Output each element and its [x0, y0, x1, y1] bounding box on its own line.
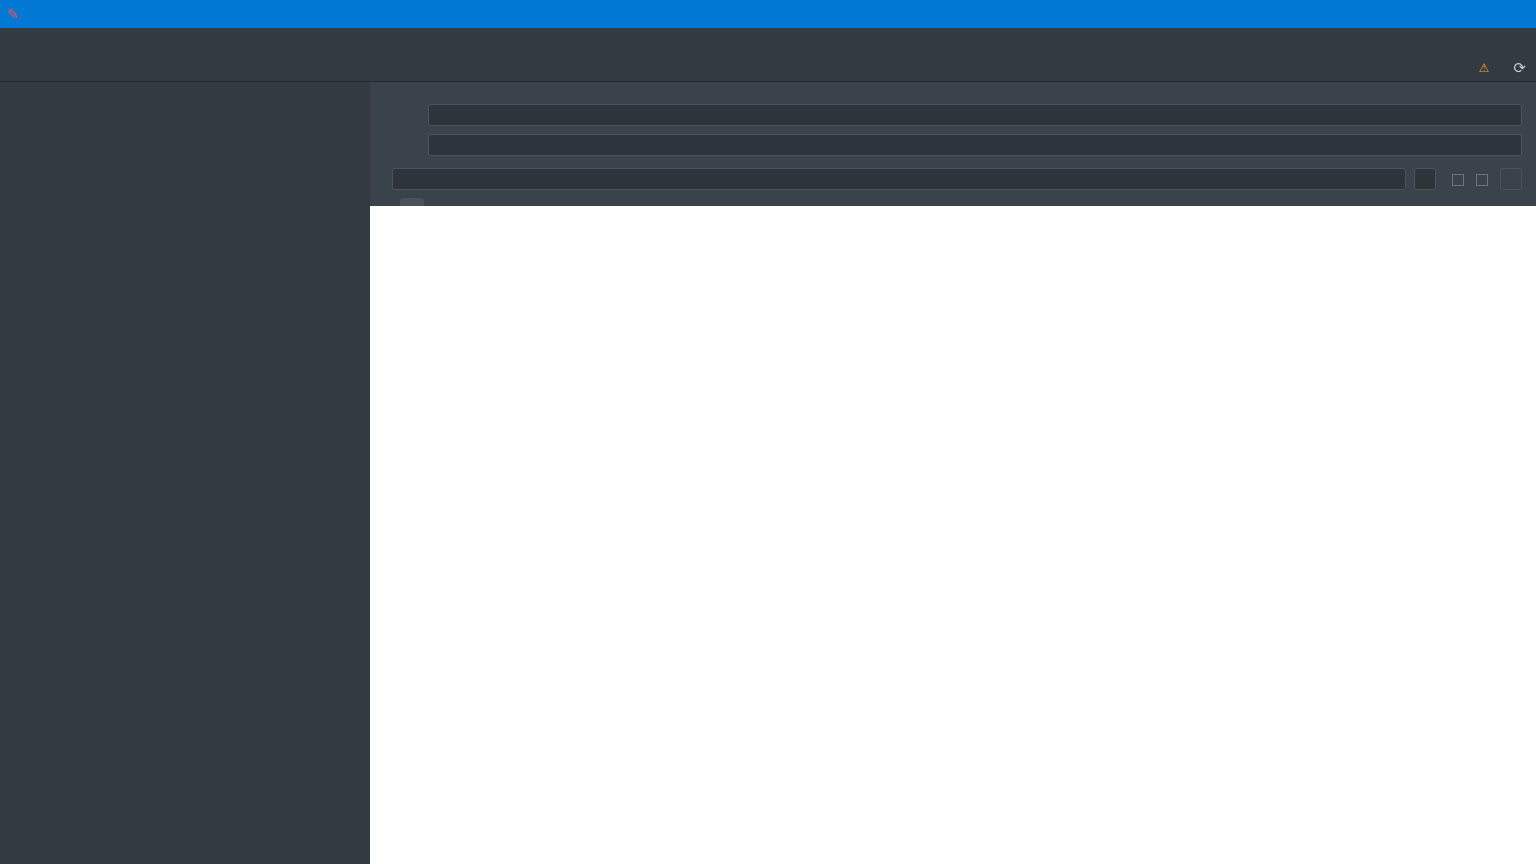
configure-button[interactable] — [1500, 168, 1522, 190]
response-time-chart — [370, 206, 1536, 864]
menubar — [0, 28, 1536, 54]
chart-tabs — [370, 198, 1536, 206]
content-panel — [370, 82, 1536, 864]
toolbar: ⚠ ⟳ — [0, 54, 1536, 82]
tab-graph[interactable] — [400, 198, 424, 206]
browse-button[interactable] — [1414, 168, 1436, 190]
success-only-checkbox[interactable] — [1476, 172, 1492, 186]
test-plan-tree[interactable] — [0, 82, 370, 864]
threads-icon: ⟳ — [1513, 59, 1526, 77]
maximize-button[interactable] — [1440, 0, 1486, 28]
panel-heading — [370, 82, 1536, 102]
filename-input[interactable] — [392, 168, 1406, 190]
tab-settings[interactable] — [376, 198, 400, 206]
titlebar: ✎ — [0, 0, 1536, 28]
errors-only-checkbox[interactable] — [1452, 172, 1468, 186]
toolbar-status: ⚠ ⟳ — [1471, 59, 1532, 77]
close-button[interactable] — [1486, 0, 1532, 28]
app-icon: ✎ — [4, 6, 22, 23]
minimize-button[interactable] — [1394, 0, 1440, 28]
name-input[interactable] — [428, 104, 1522, 126]
write-all-label — [370, 158, 1536, 166]
warning-icon: ⚠ — [1479, 61, 1490, 75]
comment-input[interactable] — [428, 134, 1522, 156]
